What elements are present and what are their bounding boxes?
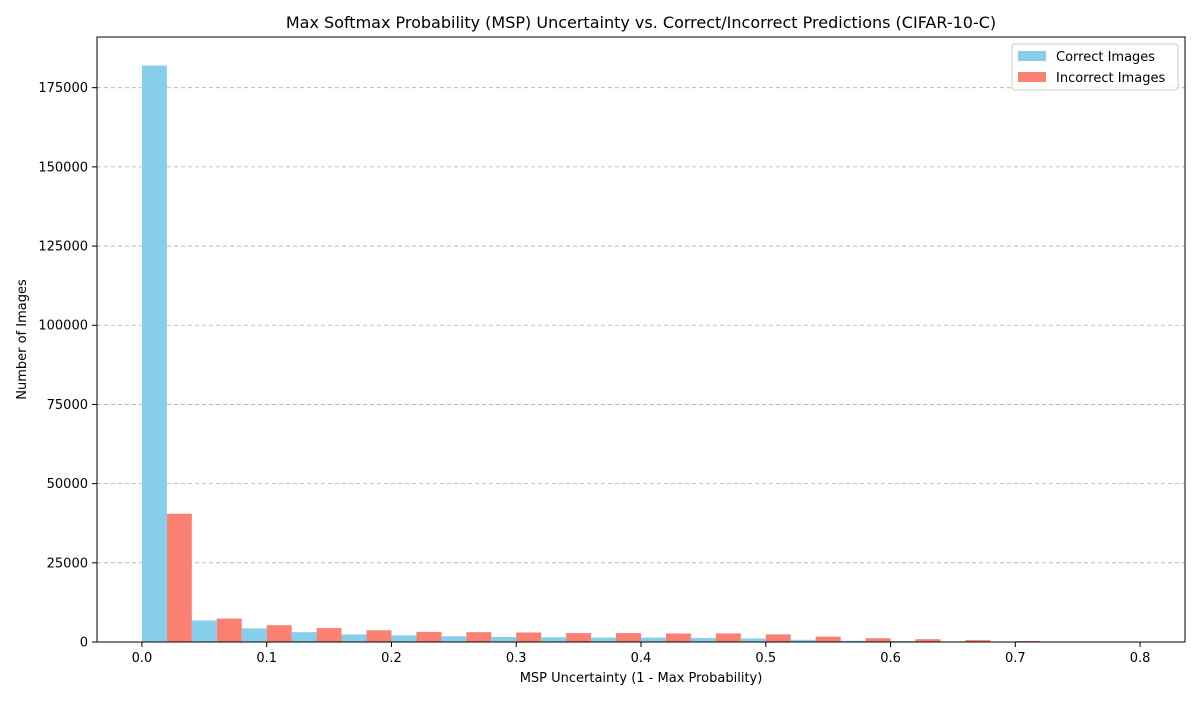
bar-incorrect	[267, 625, 292, 642]
y-tick-label: 150000	[38, 160, 88, 175]
bar-incorrect	[616, 633, 641, 642]
bar-incorrect	[816, 637, 841, 642]
y-tick-label: 125000	[38, 240, 88, 255]
bar-incorrect	[416, 632, 441, 642]
bar-incorrect	[317, 628, 342, 642]
y-tick-label: 0	[80, 636, 88, 651]
legend: Correct Images Incorrect Images	[1012, 44, 1178, 90]
bar-correct	[491, 637, 516, 642]
x-tick-label: 0.4	[631, 651, 652, 666]
bar-incorrect	[217, 619, 242, 642]
chart-title: Max Softmax Probability (MSP) Uncertaint…	[286, 13, 996, 32]
bar-correct	[391, 635, 416, 642]
ticks-layer: 0.0 0.1 0.2 0.3 0.4 0.5 0.6 0.7 0.8 0 25000 50000 75…	[38, 81, 1150, 666]
bar-correct	[342, 634, 367, 642]
bar-correct	[242, 628, 267, 642]
bar-incorrect	[716, 633, 741, 642]
y-tick-label: 50000	[47, 477, 88, 492]
bar-correct	[292, 632, 317, 642]
legend-swatch-correct	[1018, 51, 1046, 61]
bar-incorrect	[866, 638, 891, 642]
bar-correct	[691, 638, 716, 642]
grid-layer	[97, 88, 1185, 563]
bar-correct	[591, 638, 616, 642]
y-tick-label: 100000	[38, 319, 88, 334]
bar-correct	[192, 620, 217, 642]
x-tick-label: 0.5	[755, 651, 776, 666]
bar-correct	[741, 639, 766, 642]
bars-layer	[142, 66, 1190, 642]
bar-correct	[441, 636, 466, 642]
x-tick-label: 0.0	[132, 651, 153, 666]
x-tick-label: 0.6	[880, 651, 901, 666]
x-tick-label: 0.8	[1130, 651, 1151, 666]
bar-incorrect	[367, 630, 392, 642]
legend-label-correct: Correct Images	[1056, 50, 1155, 65]
y-tick-label: 175000	[38, 81, 88, 96]
legend-swatch-incorrect	[1018, 72, 1046, 82]
bar-correct	[142, 66, 167, 642]
plot-frame	[97, 37, 1185, 642]
bar-incorrect	[666, 633, 691, 642]
bar-incorrect	[167, 514, 192, 642]
x-axis-label: MSP Uncertainty (1 - Max Probability)	[520, 671, 763, 686]
x-tick-label: 0.7	[1005, 651, 1026, 666]
bar-incorrect	[516, 632, 541, 642]
x-tick-label: 0.3	[506, 651, 527, 666]
bar-incorrect	[466, 632, 491, 642]
y-tick-label: 25000	[47, 556, 88, 571]
y-axis-label: Number of Images	[15, 279, 30, 400]
bar-correct	[641, 638, 666, 642]
legend-label-incorrect: Incorrect Images	[1056, 71, 1165, 86]
bar-incorrect	[566, 633, 591, 642]
x-tick-label: 0.2	[381, 651, 402, 666]
x-tick-label: 0.1	[256, 651, 277, 666]
y-tick-label: 75000	[47, 398, 88, 413]
bar-incorrect	[766, 634, 791, 642]
bar-correct	[541, 637, 566, 642]
